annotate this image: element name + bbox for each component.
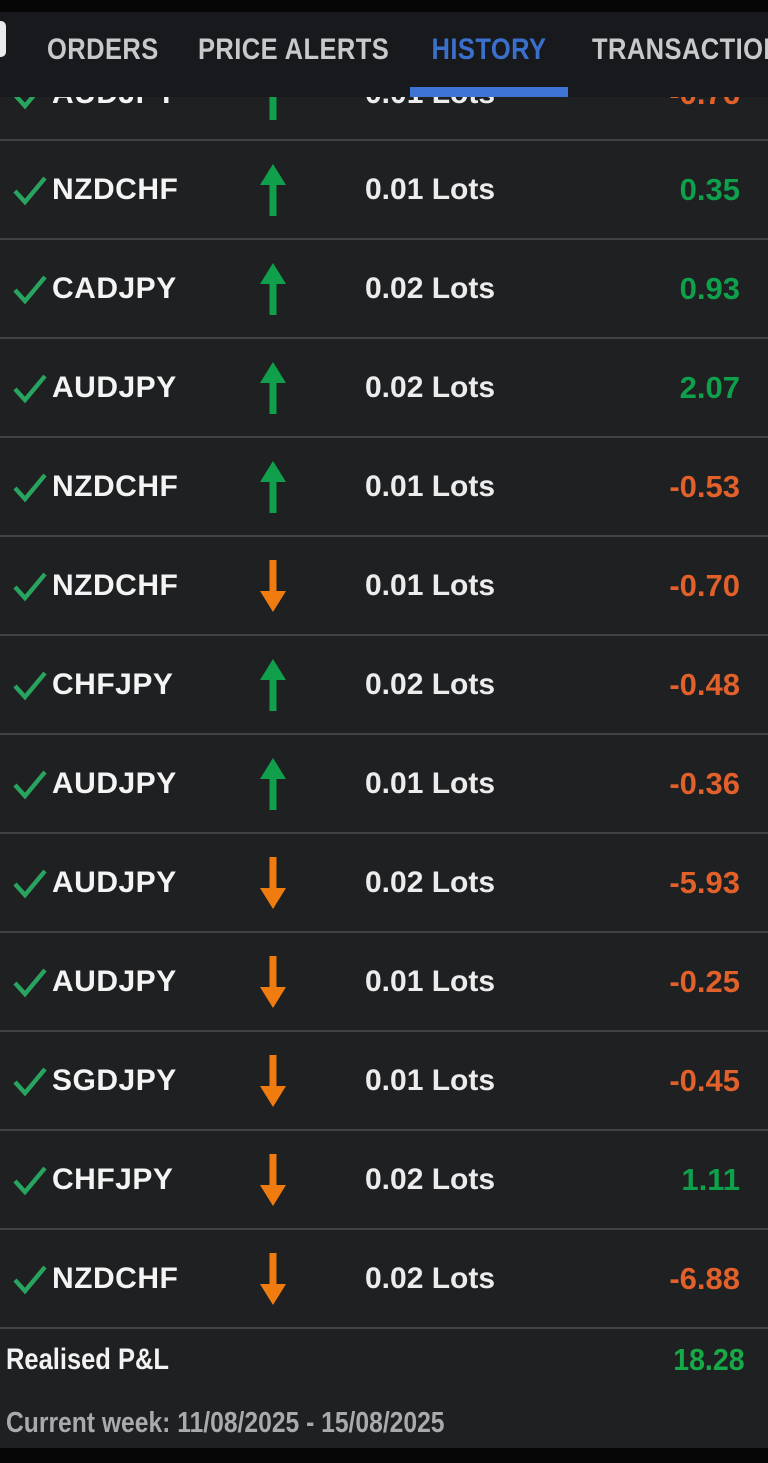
table-row[interactable]: CHFJPY 0.02 Lots 1.11	[0, 1129, 768, 1228]
cutoff-left-icon	[0, 21, 6, 57]
pl-value: -5.93	[669, 864, 740, 900]
checkmark-icon	[12, 1263, 48, 1295]
symbol-label: AUDJPY	[52, 865, 177, 899]
bottom-black-strip	[0, 1448, 768, 1463]
checkmark-icon	[12, 174, 48, 206]
checkmark-icon	[12, 669, 48, 701]
up-arrow-icon	[260, 97, 286, 120]
table-row[interactable]: NZDCHF 0.01 Lots -0.53	[0, 436, 768, 535]
lots-label: 0.01 Lots	[365, 568, 496, 602]
lots-label: 0.01 Lots	[365, 469, 496, 503]
lots-label: 0.01 Lots	[365, 964, 496, 998]
pl-value: -6.88	[669, 1260, 740, 1296]
up-arrow-icon	[260, 757, 286, 810]
active-tab-indicator	[410, 87, 568, 97]
table-row[interactable]: CHFJPY 0.02 Lots -0.48	[0, 634, 768, 733]
period-label: Current week: 11/08/2025 - 15/08/2025	[6, 1407, 445, 1439]
pl-value: -0.25	[669, 963, 740, 999]
pl-value: 1.11	[681, 1161, 740, 1197]
lots-label: 0.01 Lots	[365, 1063, 496, 1097]
pl-value: -0.76	[669, 97, 740, 112]
table-row[interactable]: NZDCHF 0.01 Lots -0.70	[0, 535, 768, 634]
tab-price-alerts[interactable]: PRICE ALERTS	[198, 33, 390, 66]
down-arrow-icon	[260, 1054, 286, 1107]
pl-value: -0.48	[669, 666, 740, 702]
tab-orders[interactable]: ORDERS	[47, 33, 159, 66]
table-row[interactable]: AUDJPY 0.02 Lots 2.07	[0, 337, 768, 436]
realised-pl-row: Realised P&L 18.28	[0, 1329, 768, 1391]
down-arrow-icon	[260, 1153, 286, 1206]
checkmark-icon	[12, 471, 48, 503]
lots-label: 0.02 Lots	[365, 865, 496, 899]
up-arrow-icon	[260, 361, 286, 414]
table-row[interactable]: AUDJPY 0.02 Lots -5.93	[0, 832, 768, 931]
history-list: AUDJPY 0.01 Lots -0.76 NZDCHF 0.01 Lots …	[0, 97, 768, 1327]
pl-value: -0.45	[669, 1062, 740, 1098]
symbol-label: NZDCHF	[52, 1261, 179, 1295]
symbol-label: CHFJPY	[52, 667, 174, 701]
partially-scrolled-row[interactable]: AUDJPY 0.01 Lots -0.76	[0, 97, 768, 139]
lots-label: 0.01 Lots	[365, 97, 495, 111]
top-black-strip	[0, 0, 768, 12]
tab-bar: ORDERS PRICE ALERTS HISTORY TRANSACTIONS	[0, 12, 768, 97]
pl-value: 0.35	[679, 171, 740, 207]
symbol-label: NZDCHF	[52, 469, 179, 503]
table-row[interactable]: CADJPY 0.02 Lots 0.93	[0, 238, 768, 337]
symbol-label: AUDJPY	[52, 964, 177, 998]
symbol-label: AUDJPY	[52, 766, 177, 800]
table-row[interactable]: NZDCHF 0.01 Lots 0.35	[0, 139, 768, 238]
down-arrow-icon	[260, 856, 286, 909]
checkmark-icon	[12, 966, 48, 998]
symbol-label: CADJPY	[52, 271, 177, 305]
lots-label: 0.02 Lots	[365, 1261, 496, 1295]
checkmark-icon	[12, 273, 48, 305]
checkmark-icon	[12, 867, 48, 899]
checkmark-icon	[12, 570, 48, 602]
symbol-label: SGDJPY	[52, 1063, 177, 1097]
lots-label: 0.01 Lots	[365, 172, 496, 206]
symbol-label: NZDCHF	[52, 568, 179, 602]
pl-value: 2.07	[679, 369, 740, 405]
checkmark-icon	[12, 97, 48, 110]
lots-label: 0.02 Lots	[365, 370, 496, 404]
table-row[interactable]: SGDJPY 0.01 Lots -0.45	[0, 1030, 768, 1129]
up-arrow-icon	[260, 658, 286, 711]
lots-label: 0.01 Lots	[365, 766, 496, 800]
symbol-label: AUDJPY	[52, 97, 177, 111]
symbol-label: AUDJPY	[52, 370, 177, 404]
pl-value: -0.36	[669, 765, 740, 801]
table-row[interactable]: NZDCHF 0.02 Lots -6.88	[0, 1228, 768, 1327]
lots-label: 0.02 Lots	[365, 667, 496, 701]
lots-label: 0.02 Lots	[365, 1162, 496, 1196]
pl-value: 0.93	[679, 270, 740, 306]
realised-pl-label: Realised P&L	[6, 1343, 169, 1376]
down-arrow-icon	[260, 559, 286, 612]
checkmark-icon	[12, 1065, 48, 1097]
table-row[interactable]: AUDJPY 0.01 Lots -0.76	[0, 97, 768, 139]
symbol-label: NZDCHF	[52, 172, 179, 206]
tab-history[interactable]: HISTORY	[431, 33, 547, 66]
table-row[interactable]: AUDJPY 0.01 Lots -0.36	[0, 733, 768, 832]
down-arrow-icon	[260, 1252, 286, 1305]
checkmark-icon	[12, 1164, 48, 1196]
summary-section: Realised P&L 18.28 Current week: 11/08/2…	[0, 1327, 768, 1448]
up-arrow-icon	[260, 262, 286, 315]
checkmark-icon	[12, 768, 48, 800]
pl-value: -0.53	[669, 468, 740, 504]
realised-pl-value: 18.28	[673, 1342, 745, 1377]
down-arrow-icon	[260, 955, 286, 1008]
tab-transactions[interactable]: TRANSACTIONS	[592, 33, 768, 66]
lots-label: 0.02 Lots	[365, 271, 496, 305]
up-arrow-icon	[260, 163, 286, 216]
pl-value: -0.70	[669, 567, 740, 603]
up-arrow-icon	[260, 460, 286, 513]
symbol-label: CHFJPY	[52, 1162, 174, 1196]
table-row[interactable]: AUDJPY 0.01 Lots -0.25	[0, 931, 768, 1030]
checkmark-icon	[12, 372, 48, 404]
